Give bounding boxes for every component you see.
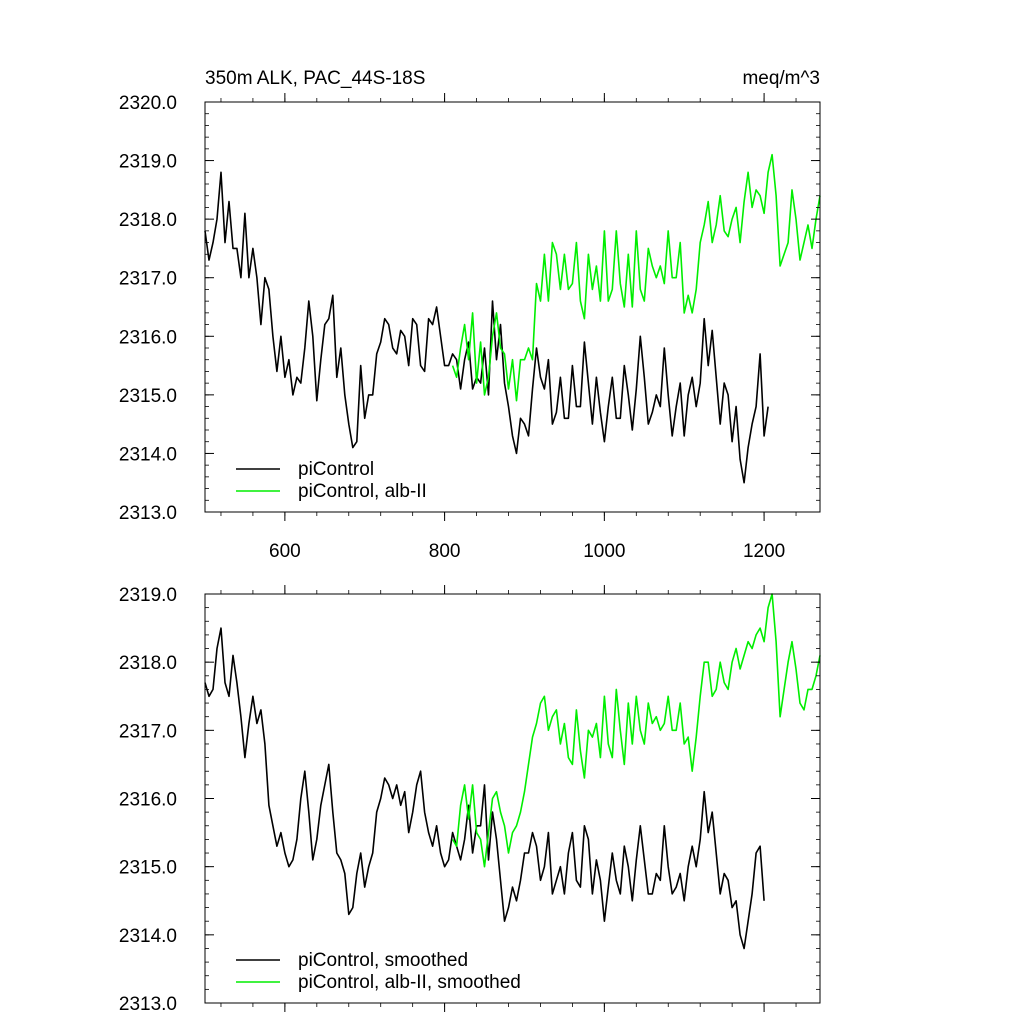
top-panel: 350m ALK, PAC_44S-18S meq/m^3 2313.0 2314… (119, 68, 821, 562)
top-ytick-label: 2320.0 (119, 93, 177, 114)
bottom-ytick-label: 2317.0 (119, 721, 177, 742)
bottom-ytick-label: 2314.0 (119, 926, 177, 947)
bottom-panel: 2313.0 2314.0 2315.0 2316.0 2317.0 2318.0 2319… (119, 585, 821, 1015)
legend-label-picontrol-smoothed: piControl, smoothed (298, 950, 468, 971)
bottom-series-line-alb-ii (451, 593, 821, 868)
bottom-ytick-label: 2313.0 (119, 994, 177, 1015)
top-plot-frame (204, 101, 821, 513)
top-series-layer (204, 153, 821, 484)
legend-label-alb-ii-smoothed: piControl, alb-II, smoothed (298, 972, 521, 993)
bottom-ytick-label: 2319.0 (119, 585, 177, 606)
top-xtick-label: 1200 (743, 541, 785, 562)
bottom-axes: 2313.0 2314.0 2315.0 2316.0 2317.0 2318.0 2319… (119, 585, 821, 1015)
top-series-line-picontrol (204, 171, 769, 484)
top-ytick-label: 2315.0 (119, 386, 177, 407)
top-panel-title: 350m ALK, PAC_44S-18S (205, 68, 425, 89)
top-ytick-label: 2317.0 (119, 269, 177, 290)
legend-label-picontrol: piControl (298, 459, 374, 480)
top-axes: 2313.0 2314.0 2315.0 2316.0 2317.0 2318.0 2319… (119, 93, 821, 562)
top-ytick-label: 2314.0 (119, 444, 177, 465)
bottom-ytick-label: 2315.0 (119, 858, 177, 879)
top-ytick-label: 2318.0 (119, 210, 177, 231)
top-series-line-alb-ii (451, 153, 821, 402)
top-ytick-label: 2313.0 (119, 503, 177, 524)
top-legend: piControl piControl, alb-II (236, 459, 427, 502)
bottom-series-line-picontrol (204, 627, 765, 950)
bottom-legend: piControl, smoothed piControl, alb-II, s… (236, 950, 521, 993)
bottom-ytick-label: 2318.0 (119, 653, 177, 674)
bottom-ytick-label: 2316.0 (119, 790, 177, 811)
top-xtick-label: 800 (429, 541, 461, 562)
top-xtick-label: 600 (269, 541, 301, 562)
top-ytick-label: 2316.0 (119, 327, 177, 348)
top-ytick-label: 2319.0 (119, 152, 177, 173)
bottom-plot-frame (204, 593, 821, 1004)
bottom-series-layer (204, 593, 821, 950)
top-xtick-label: 1000 (583, 541, 625, 562)
legend-label-alb-ii: piControl, alb-II (298, 481, 427, 502)
top-panel-units: meq/m^3 (742, 68, 820, 89)
